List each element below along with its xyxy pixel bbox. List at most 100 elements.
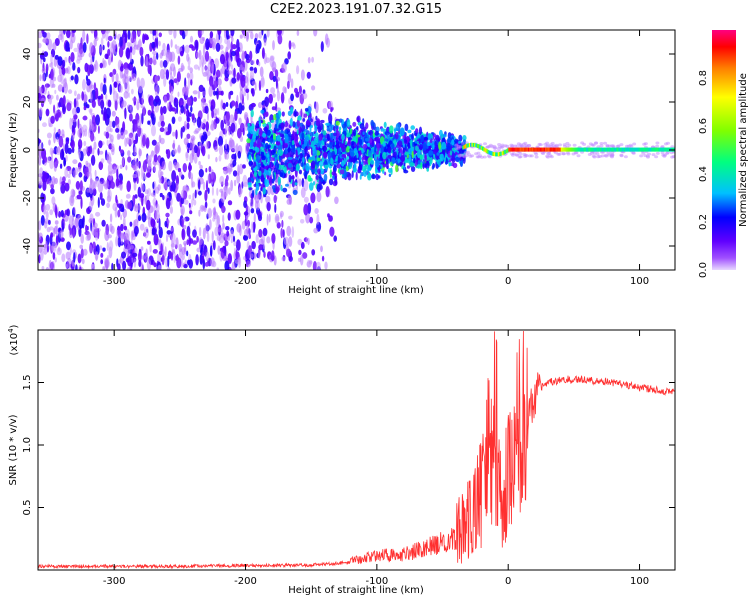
- spectrogram-cell: [374, 159, 380, 168]
- spectrogram-cell: [65, 154, 68, 162]
- spectrogram-cell: [274, 123, 278, 131]
- spectrogram-cell: [41, 73, 46, 82]
- spectrogram-cell: [230, 179, 234, 192]
- x-tick-label: -300: [103, 276, 126, 287]
- spectrogram-cell: [644, 147, 647, 152]
- spectrogram-cell: [143, 226, 149, 239]
- spectrogram-cell: [621, 147, 624, 152]
- spectrogram-cell: [324, 261, 328, 270]
- spectrogram-cell: [230, 229, 235, 239]
- spectrogram-cell: [280, 227, 284, 239]
- spectrogram-cell: [73, 47, 79, 53]
- spectrogram-cell: [220, 232, 226, 238]
- spectrogram-cell: [484, 148, 487, 153]
- spectrogram-cell: [280, 122, 285, 129]
- spectrogram-cell: [94, 36, 99, 42]
- spectrogram-cell: [146, 199, 151, 211]
- spectrogram-cell: [213, 108, 218, 116]
- spectrogram-cell: [502, 150, 505, 155]
- spectrogram-cell: [197, 90, 201, 99]
- spectrogram-cell: [281, 219, 284, 228]
- spectrogram-cell: [153, 165, 156, 172]
- spectrogram-cell: [472, 142, 475, 147]
- spectrogram-cell: [62, 59, 66, 69]
- x-tick-label: -100: [366, 276, 389, 287]
- spectrogram-cell: [66, 30, 71, 39]
- spectrogram-cell: [612, 147, 614, 152]
- spectrogram-cell: [189, 67, 193, 74]
- spectrogram-cell: [433, 133, 436, 137]
- spectrogram-cell: [660, 151, 665, 155]
- spectrogram-cell: [322, 180, 326, 186]
- spectrogram-cell: [159, 127, 165, 133]
- spectrogram-cell: [165, 180, 168, 190]
- spectrogram-cell: [132, 97, 137, 102]
- spectrogram-cell: [623, 155, 628, 159]
- spectrogram-cell: [169, 66, 173, 76]
- spectrogram-cell: [605, 147, 608, 152]
- spectrogram-cell: [601, 147, 604, 152]
- spectrogram-cell: [79, 244, 83, 249]
- spectrogram-cell: [298, 249, 302, 256]
- spectrogram-cell: [82, 248, 88, 256]
- spectrogram-cell: [89, 244, 93, 254]
- spectrogram-cell: [550, 147, 553, 152]
- spectrogram-cell: [109, 84, 112, 96]
- spectrogram-cell: [111, 262, 114, 270]
- spectrogram-cell: [509, 147, 512, 152]
- spectrogram-cell: [145, 55, 149, 67]
- spectrogram-cell: [183, 240, 187, 246]
- spectrogram-cell: [589, 151, 594, 155]
- spectrogram-cell: [162, 73, 165, 79]
- spectrogram-cell: [202, 45, 206, 57]
- spectrogram-cell: [627, 147, 630, 152]
- y-tick-label: 1.5: [22, 375, 33, 391]
- spectrogram-cell: [466, 143, 469, 148]
- spectrogram-cell: [227, 70, 232, 75]
- spectrogram-cell: [219, 54, 226, 65]
- spectrogram-cell: [288, 215, 293, 220]
- spectrogram-cell: [382, 141, 386, 147]
- spectrogram-cell: [192, 229, 197, 238]
- spectrogram-cell: [230, 30, 235, 37]
- spectrogram-cell: [45, 203, 51, 211]
- spectrogram-cell: [199, 36, 205, 45]
- spectrogram-cell: [253, 67, 258, 74]
- spectrogram-cell: [499, 152, 501, 156]
- spectrogram-cell: [100, 37, 104, 47]
- spectrogram-cell: [545, 144, 550, 148]
- spectrogram-cell: [55, 224, 59, 233]
- spectrogram-cell: [180, 197, 185, 205]
- spectrogram-cell: [158, 218, 161, 230]
- spectrogram-cell: [136, 161, 139, 169]
- spectrogram-cell: [297, 115, 302, 121]
- spectrogram-cell: [230, 122, 236, 133]
- spectrogram-cell: [74, 90, 77, 97]
- spectrogram-cell: [54, 220, 59, 225]
- spectrogram-cell: [328, 123, 333, 133]
- spectrogram-cell: [147, 240, 151, 245]
- spectrogram-cell: [132, 173, 138, 179]
- spectrogram-cell: [571, 152, 576, 156]
- colorbar-tick-label: 0.0: [698, 262, 709, 278]
- spectrogram-cell: [353, 129, 356, 137]
- spectrogram-cell: [88, 183, 94, 195]
- spectrogram-cell: [367, 172, 372, 181]
- spectrogram-cell: [206, 73, 210, 82]
- spectrogram-cell: [275, 78, 278, 89]
- spectrogram-cell: [183, 137, 189, 146]
- spectrogram-cell: [55, 160, 59, 165]
- spectrogram-cell: [270, 156, 273, 162]
- spectrogram-cell: [411, 151, 414, 159]
- spectrogram-cell: [504, 149, 507, 154]
- colorbar-tick-label: 0.6: [698, 118, 709, 134]
- spectrogram-cell: [165, 197, 171, 210]
- spectrogram-cell: [302, 118, 306, 122]
- spectrogram-cell: [518, 147, 521, 152]
- spectrogram-cell: [496, 147, 501, 151]
- spectrogram-cell: [220, 90, 224, 96]
- spectrogram-cell: [315, 174, 319, 181]
- spectrogram-cell: [352, 167, 357, 173]
- spectrogram-cell: [596, 145, 601, 149]
- spectrogram-cell: [527, 147, 530, 152]
